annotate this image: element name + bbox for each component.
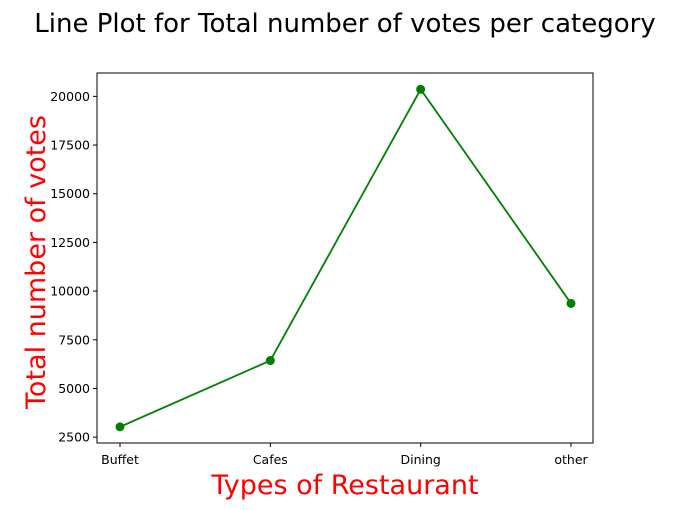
series-layer	[115, 84, 576, 432]
x-tick-label: Dining	[400, 452, 440, 467]
y-tick-label: 5000	[58, 381, 90, 396]
y-tick-label: 7500	[58, 332, 90, 347]
data-point-cafes	[265, 356, 275, 366]
y-tick-label: 12500	[50, 235, 90, 250]
y-axis-ticks: 2500 5000 7500 10000 12500 15000 17500 20000	[50, 89, 97, 445]
data-point-dining	[416, 84, 426, 94]
plot-frame	[96, 72, 594, 444]
y-tick-label: 10000	[50, 284, 90, 299]
data-point-other	[566, 298, 576, 308]
y-axis-label: Total number of votes	[21, 115, 52, 410]
y-tick-label: 17500	[50, 138, 90, 153]
x-tick-label: Buffet	[101, 452, 139, 467]
x-tick-label: other	[554, 452, 588, 467]
y-tick-label: 20000	[50, 89, 90, 104]
series-line	[119, 87, 572, 428]
data-point-buffet	[115, 422, 125, 432]
chart-title: Line Plot for Total number of votes per …	[34, 9, 655, 39]
y-tick-label: 2500	[58, 430, 90, 445]
x-axis-label: Types of Restaurant	[210, 470, 478, 501]
x-tick-label: Cafes	[253, 452, 288, 467]
x-axis-ticks: Buffet Cafes Dining other	[101, 443, 589, 467]
y-tick-label: 15000	[50, 186, 90, 201]
